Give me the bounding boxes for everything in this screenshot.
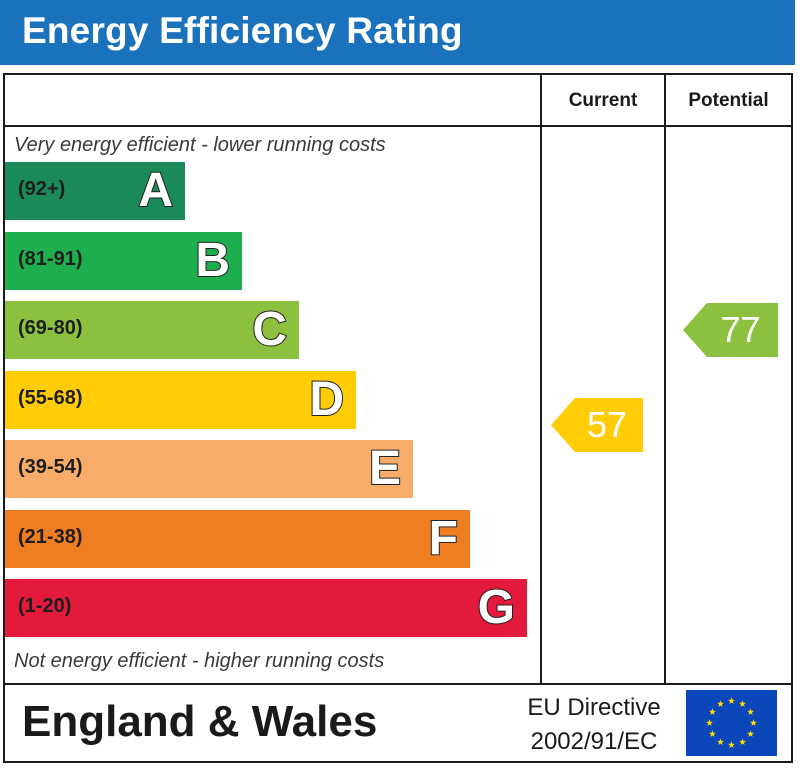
star-icon (709, 708, 716, 715)
current-rating-arrow: 57 (551, 398, 643, 452)
current-rating-arrow-value: 57 (586, 404, 628, 445)
band-a: (92+) A (5, 162, 185, 220)
band-letter: D (308, 372, 345, 427)
star-icon (747, 708, 754, 715)
footer-divider (3, 683, 793, 685)
band-range-label: (92+) (18, 178, 66, 200)
potential-column-divider (664, 73, 666, 684)
band-letter: C (251, 302, 288, 357)
band-b: (81-91) B (5, 232, 242, 290)
current-column-divider (540, 73, 542, 684)
column-header-current: Current (568, 90, 638, 111)
band-f: (21-38) F (5, 510, 470, 568)
band-letter: B (194, 233, 231, 288)
star-icon (709, 730, 716, 737)
band-e: (39-54) E (5, 440, 413, 498)
band-d: (55-68) D (5, 371, 356, 429)
potential-rating-arrow-value: 77 (720, 309, 761, 350)
star-icon (717, 700, 724, 707)
star-icon (750, 719, 757, 726)
band-letter: F (428, 511, 459, 566)
potential-rating-arrow: 77 (683, 303, 778, 357)
band-letter: E (368, 441, 402, 496)
star-icon (739, 738, 746, 745)
region-label: England & Wales (22, 697, 378, 746)
band-letter: A (137, 163, 174, 218)
star-icon (728, 697, 735, 704)
header-row-divider (3, 125, 793, 127)
band-g: (1-20) G (5, 579, 527, 637)
eu-directive-line2: 2002/91/EC (530, 728, 658, 755)
rating-frame (3, 73, 793, 763)
caption-inefficient: Not energy efficient - higher running co… (14, 650, 385, 672)
eu-flag-icon (686, 690, 777, 756)
column-header-potential: Potential (688, 90, 769, 111)
band-letter: G (477, 580, 516, 635)
potential-rating-arrow-shape (683, 303, 778, 357)
caption-efficient: Very energy efficient - lower running co… (14, 134, 386, 156)
band-range-label: (69-80) (18, 317, 83, 339)
eu-directive-line1: EU Directive (527, 694, 661, 721)
band-range-label: (21-38) (18, 526, 83, 548)
current-rating-arrow-shape (551, 398, 643, 452)
band-range-label: (55-68) (18, 387, 83, 409)
star-icon (739, 700, 746, 707)
star-icon (747, 730, 754, 737)
star-icon (706, 719, 713, 726)
band-c: (69-80) C (5, 301, 299, 359)
band-range-label: (1-20) (18, 595, 72, 617)
chart-title: Energy Efficiency Rating (22, 10, 463, 51)
header-bar: Energy Efficiency Rating (0, 0, 795, 65)
star-icon (728, 741, 735, 748)
band-range-label: (81-91) (18, 248, 83, 270)
band-range-label: (39-54) (18, 456, 83, 478)
star-icon (717, 738, 724, 745)
